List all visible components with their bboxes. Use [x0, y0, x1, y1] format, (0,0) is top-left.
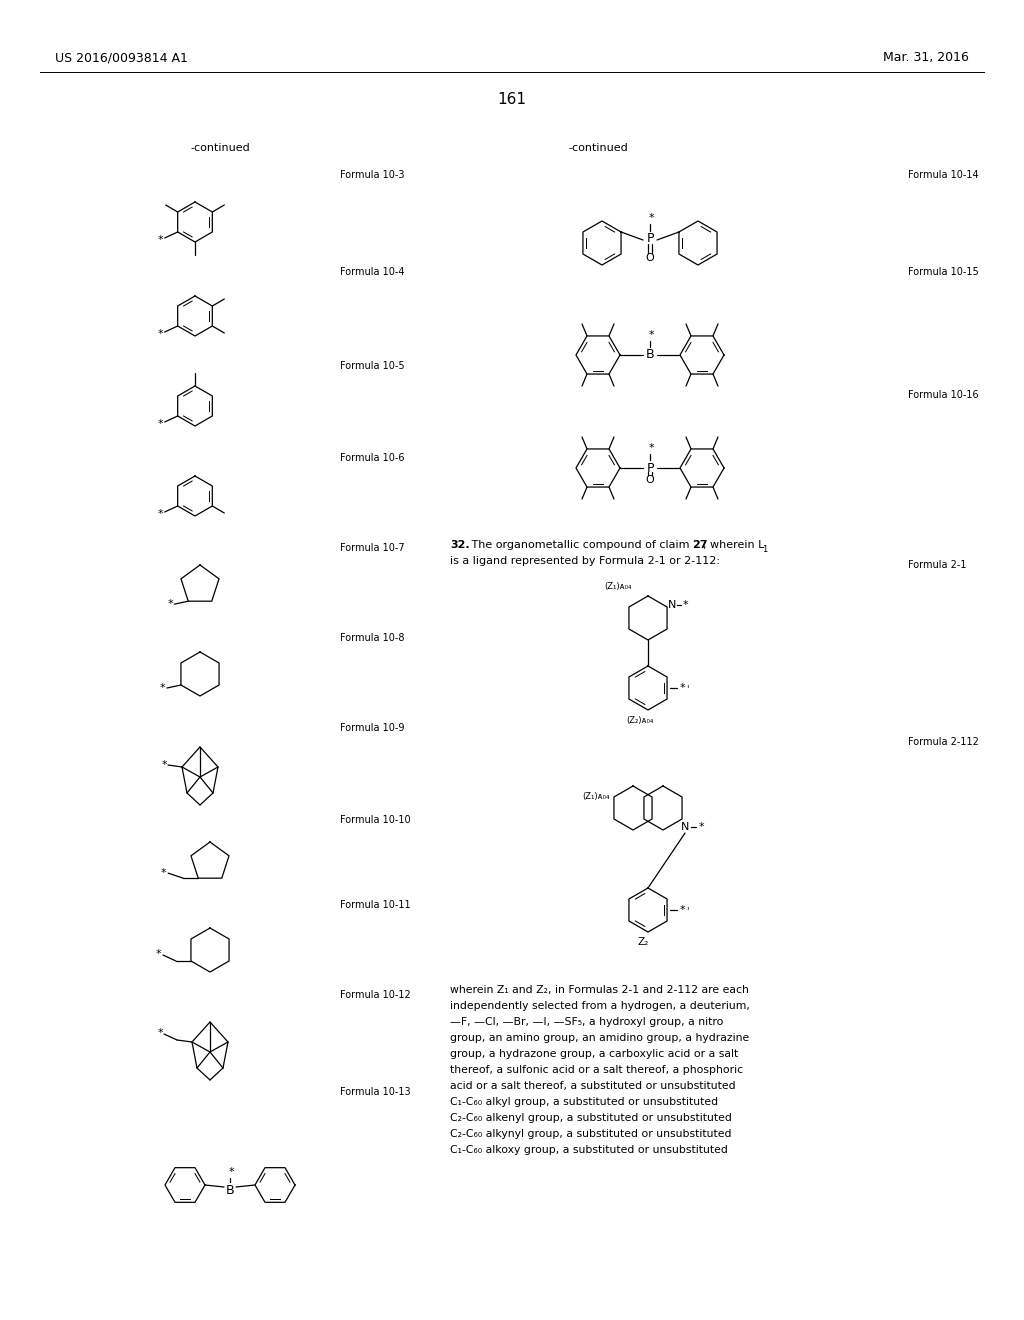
Text: Formula 10-9: Formula 10-9 — [340, 723, 404, 733]
Text: N: N — [668, 601, 676, 610]
Text: , wherein L: , wherein L — [703, 540, 764, 550]
Text: *: * — [679, 906, 685, 915]
Text: 1: 1 — [762, 544, 767, 553]
Text: *: * — [679, 682, 685, 693]
Text: *: * — [648, 330, 653, 341]
Text: C₁-C₆₀ alkoxy group, a substituted or unsubstituted: C₁-C₆₀ alkoxy group, a substituted or un… — [450, 1144, 728, 1155]
Text: (Z₁)ᴀ₀₄: (Z₁)ᴀ₀₄ — [604, 582, 632, 590]
Text: Mar. 31, 2016: Mar. 31, 2016 — [883, 51, 969, 65]
Text: -continued: -continued — [568, 143, 628, 153]
Text: *: * — [158, 329, 164, 339]
Text: —F, —Cl, —Br, —I, —SF₅, a hydroxyl group, a nitro: —F, —Cl, —Br, —I, —SF₅, a hydroxyl group… — [450, 1016, 723, 1027]
Text: *: * — [682, 601, 688, 610]
Text: Formula 10-6: Formula 10-6 — [340, 453, 404, 463]
Text: C₂-C₆₀ alkenyl group, a substituted or unsubstituted: C₂-C₆₀ alkenyl group, a substituted or u… — [450, 1113, 732, 1123]
Text: *: * — [648, 444, 653, 453]
Text: Formula 10-16: Formula 10-16 — [908, 389, 979, 400]
Text: Z₂: Z₂ — [637, 937, 648, 946]
Text: *: * — [158, 1028, 163, 1038]
Text: 161: 161 — [498, 92, 526, 107]
Text: 27: 27 — [692, 540, 708, 550]
Text: Formula 10-5: Formula 10-5 — [340, 360, 404, 371]
Text: *: * — [698, 822, 703, 832]
Text: *: * — [158, 235, 164, 246]
Text: Formula 10-11: Formula 10-11 — [340, 900, 411, 909]
Text: Formula 10-12: Formula 10-12 — [340, 990, 411, 1001]
Text: Formula 10-7: Formula 10-7 — [340, 543, 404, 553]
Text: Formula 2-112: Formula 2-112 — [908, 737, 979, 747]
Text: wherein Z₁ and Z₂, in Formulas 2-1 and 2-112 are each: wherein Z₁ and Z₂, in Formulas 2-1 and 2… — [450, 985, 749, 995]
Text: C₁-C₆₀ alkyl group, a substituted or unsubstituted: C₁-C₆₀ alkyl group, a substituted or uns… — [450, 1097, 718, 1107]
Text: Formula 10-10: Formula 10-10 — [340, 814, 411, 825]
Text: -continued: -continued — [190, 143, 250, 153]
Text: Formula 10-8: Formula 10-8 — [340, 634, 404, 643]
Text: P: P — [646, 462, 653, 474]
Text: *: * — [648, 213, 653, 223]
Text: *: * — [158, 418, 164, 429]
Text: O: O — [645, 475, 654, 484]
Text: Formula 10-4: Formula 10-4 — [340, 267, 404, 277]
Text: B: B — [225, 1184, 234, 1196]
Text: N: N — [681, 822, 689, 832]
Text: is a ligand represented by Formula 2-1 or 2-112:: is a ligand represented by Formula 2-1 o… — [450, 556, 720, 566]
Text: group, a hydrazone group, a carboxylic acid or a salt: group, a hydrazone group, a carboxylic a… — [450, 1049, 738, 1059]
Text: *: * — [161, 760, 167, 770]
Text: *: * — [168, 599, 173, 610]
Text: C₂-C₆₀ alkynyl group, a substituted or unsubstituted: C₂-C₆₀ alkynyl group, a substituted or u… — [450, 1129, 731, 1139]
Text: *: * — [158, 510, 164, 519]
Text: US 2016/0093814 A1: US 2016/0093814 A1 — [55, 51, 187, 65]
Text: B: B — [646, 348, 654, 362]
Text: Formula 10-13: Formula 10-13 — [340, 1086, 411, 1097]
Text: thereof, a sulfonic acid or a salt thereof, a phosphoric: thereof, a sulfonic acid or a salt there… — [450, 1065, 743, 1074]
Text: *: * — [228, 1167, 233, 1177]
Text: Formula 10-3: Formula 10-3 — [340, 170, 404, 180]
Text: Formula 10-14: Formula 10-14 — [908, 170, 979, 180]
Text: O: O — [645, 253, 654, 263]
Text: 32.: 32. — [450, 540, 470, 550]
Text: acid or a salt thereof, a substituted or unsubstituted: acid or a salt thereof, a substituted or… — [450, 1081, 735, 1092]
Text: independently selected from a hydrogen, a deuterium,: independently selected from a hydrogen, … — [450, 1001, 750, 1011]
Text: The organometallic compound of claim: The organometallic compound of claim — [468, 540, 693, 550]
Text: P: P — [646, 231, 653, 244]
Text: (Z₁)ᴀ₀₄: (Z₁)ᴀ₀₄ — [583, 792, 609, 800]
Text: ': ' — [686, 906, 688, 916]
Text: Formula 10-15: Formula 10-15 — [908, 267, 979, 277]
Text: ': ' — [686, 684, 688, 694]
Text: group, an amino group, an amidino group, a hydrazine: group, an amino group, an amidino group,… — [450, 1034, 750, 1043]
Text: *: * — [160, 682, 166, 693]
Text: *: * — [156, 949, 162, 960]
Text: Formula 2-1: Formula 2-1 — [908, 560, 967, 570]
Text: *: * — [161, 869, 166, 878]
Text: (Z₂)ᴀ₀₄: (Z₂)ᴀ₀₄ — [627, 715, 653, 725]
